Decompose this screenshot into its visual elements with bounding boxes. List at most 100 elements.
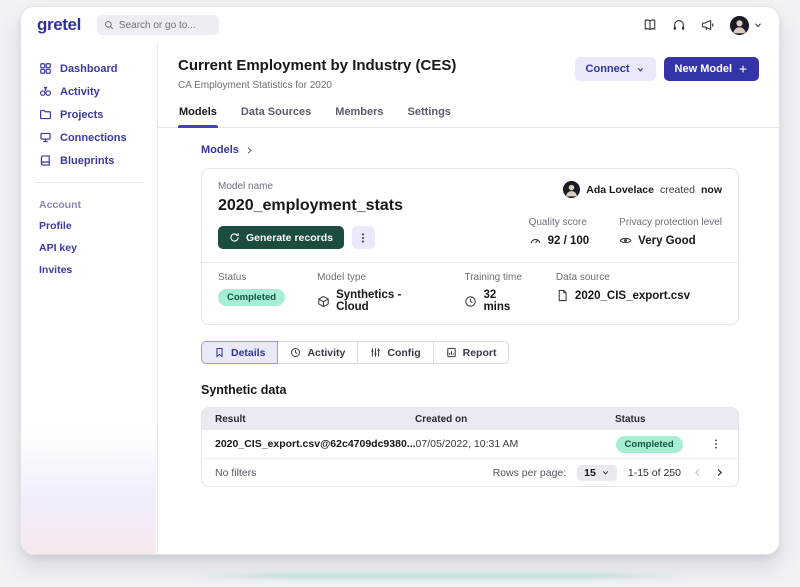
table-row[interactable]: 2020_CIS_export.csv@62c4709dc9380... 07/… [202, 430, 738, 459]
detail-tab-label: Report [462, 346, 497, 359]
detail-tab-label: Details [231, 346, 266, 359]
row-kebab-menu-button[interactable] [707, 438, 725, 450]
user-avatar [730, 15, 749, 35]
model-type-value: Synthetics - Cloud [336, 289, 402, 313]
column-created-on: Created on [415, 413, 468, 425]
refresh-icon [229, 232, 240, 243]
sidebar-item-activity[interactable]: Activity [21, 80, 157, 103]
creator-name: Ada Lovelace [586, 183, 654, 196]
new-model-label: New Model [674, 63, 732, 75]
privacy-protection: Privacy protection level Very Good [619, 217, 722, 247]
user-menu[interactable] [730, 15, 763, 35]
global-search[interactable] [96, 15, 219, 35]
connect-label: Connect [585, 63, 630, 75]
sidebar-item-label: Dashboard [60, 62, 118, 75]
book-icon [39, 154, 52, 167]
sidebar-item-connections[interactable]: Connections [21, 126, 157, 149]
sidebar-section-account: Account [39, 199, 81, 211]
breadcrumb[interactable]: Models [201, 144, 739, 156]
data-source-label: Data source [555, 272, 610, 283]
chevron-down-icon [601, 468, 610, 477]
sidebar-item-blueprints[interactable]: Blueprints [21, 149, 157, 172]
status-label: Status [218, 272, 247, 283]
privacy-value: Very Good [638, 234, 696, 247]
column-status: Status [615, 413, 646, 425]
sidebar-gradient-decoration [21, 429, 156, 554]
status-badge: Completed [218, 289, 286, 306]
tab-data-sources[interactable]: Data Sources [240, 106, 312, 118]
bottom-glow-decoration [190, 573, 690, 579]
sidebar: Dashboard Activity Projects Connections [21, 43, 158, 554]
bookmark-icon [214, 347, 225, 358]
detail-tab-activity[interactable]: Activity [277, 341, 359, 364]
detail-tab-label: Config [387, 346, 421, 359]
topbar-actions [643, 15, 763, 35]
rows-per-page-value: 15 [584, 466, 596, 479]
topbar: gretel [21, 7, 779, 43]
previous-page-button[interactable] [692, 467, 703, 478]
tab-members[interactable]: Members [335, 106, 384, 118]
quality-score-value: 92 / 100 [547, 234, 590, 247]
sidebar-item-label: Blueprints [60, 154, 115, 167]
cube-icon [317, 295, 330, 308]
status-cell: Completed [615, 435, 707, 453]
quality-score: Quality score 92 / 100 [529, 217, 590, 247]
announcements-megaphone-icon[interactable] [701, 18, 715, 32]
sidebar-item-label: Activity [60, 85, 100, 98]
model-name-label: Model name [218, 181, 274, 192]
quality-score-label: Quality score [528, 217, 587, 228]
training-time-value: 32 mins [483, 289, 511, 313]
meta-data-source: Data source 2020_CIS_export.csv [556, 272, 690, 313]
breadcrumb-models[interactable]: Models [201, 144, 239, 156]
search-input[interactable] [118, 19, 212, 31]
sidebar-item-projects[interactable]: Projects [21, 103, 157, 126]
pagination-range: 1-15 of 250 [627, 466, 681, 479]
plus-icon [738, 64, 748, 74]
chevron-right-icon [245, 146, 254, 155]
tab-models[interactable]: Models [178, 104, 218, 128]
next-page-button[interactable] [714, 467, 725, 478]
generate-records-label: Generate records [246, 231, 333, 244]
new-model-button[interactable]: New Model [663, 57, 759, 81]
creator-line: Ada Lovelace created now [563, 181, 722, 198]
dashboard-grid-icon [39, 62, 52, 75]
synthetic-data-table: Result Created on Status 2020_CIS_export… [201, 407, 739, 487]
clock-icon [290, 347, 301, 358]
gretel-logo[interactable]: gretel [37, 15, 81, 34]
sidebar-item-api-key[interactable]: API key [39, 242, 77, 254]
model-type-label: Model type [317, 272, 367, 283]
creator-avatar [563, 181, 581, 198]
project-tabs: Models Data Sources Members Settings [158, 104, 779, 128]
generate-records-button[interactable]: Generate records [218, 226, 344, 249]
meta-status: Status Completed [218, 272, 286, 313]
detail-tab-config[interactable]: Config [357, 341, 434, 364]
connect-button[interactable]: Connect [574, 57, 656, 81]
detail-tab-details[interactable]: Details [201, 341, 279, 364]
tab-settings[interactable]: Settings [407, 106, 451, 118]
sidebar-item-label: Connections [60, 131, 127, 144]
data-source-value: 2020_CIS_export.csv [574, 289, 690, 302]
clock-icon [464, 295, 477, 308]
rows-per-page-select[interactable]: 15 [577, 464, 617, 481]
docs-book-icon[interactable] [643, 18, 657, 32]
sidebar-item-invites[interactable]: Invites [39, 264, 73, 276]
sidebar-item-profile[interactable]: Profile [39, 220, 72, 232]
sidebar-item-label: Projects [60, 108, 104, 121]
page-subtitle: CA Employment Statistics for 2020 [178, 80, 332, 91]
result-cell[interactable]: 2020_CIS_export.csv@62c4709dc9380... [215, 438, 416, 450]
project-header: Current Employment by Industry (CES) CA … [158, 43, 779, 91]
meta-model-type: Model type Synthetics - Cloud [317, 272, 432, 313]
detail-tab-label: Activity [307, 346, 346, 359]
model-name: 2020_employment_stats [218, 197, 403, 214]
eye-icon [619, 234, 632, 247]
model-kebab-menu-button[interactable] [351, 226, 375, 249]
rows-per-page-label: Rows per page: [492, 466, 567, 479]
report-chart-icon [446, 347, 457, 358]
status-badge: Completed [615, 435, 683, 453]
training-time-label: Training time [464, 272, 522, 283]
creator-time: now [701, 183, 722, 196]
synthetic-data-title: Synthetic data [201, 383, 287, 397]
detail-tab-report[interactable]: Report [432, 341, 510, 364]
support-headphones-icon[interactable] [672, 18, 686, 32]
sidebar-item-dashboard[interactable]: Dashboard [21, 57, 157, 80]
